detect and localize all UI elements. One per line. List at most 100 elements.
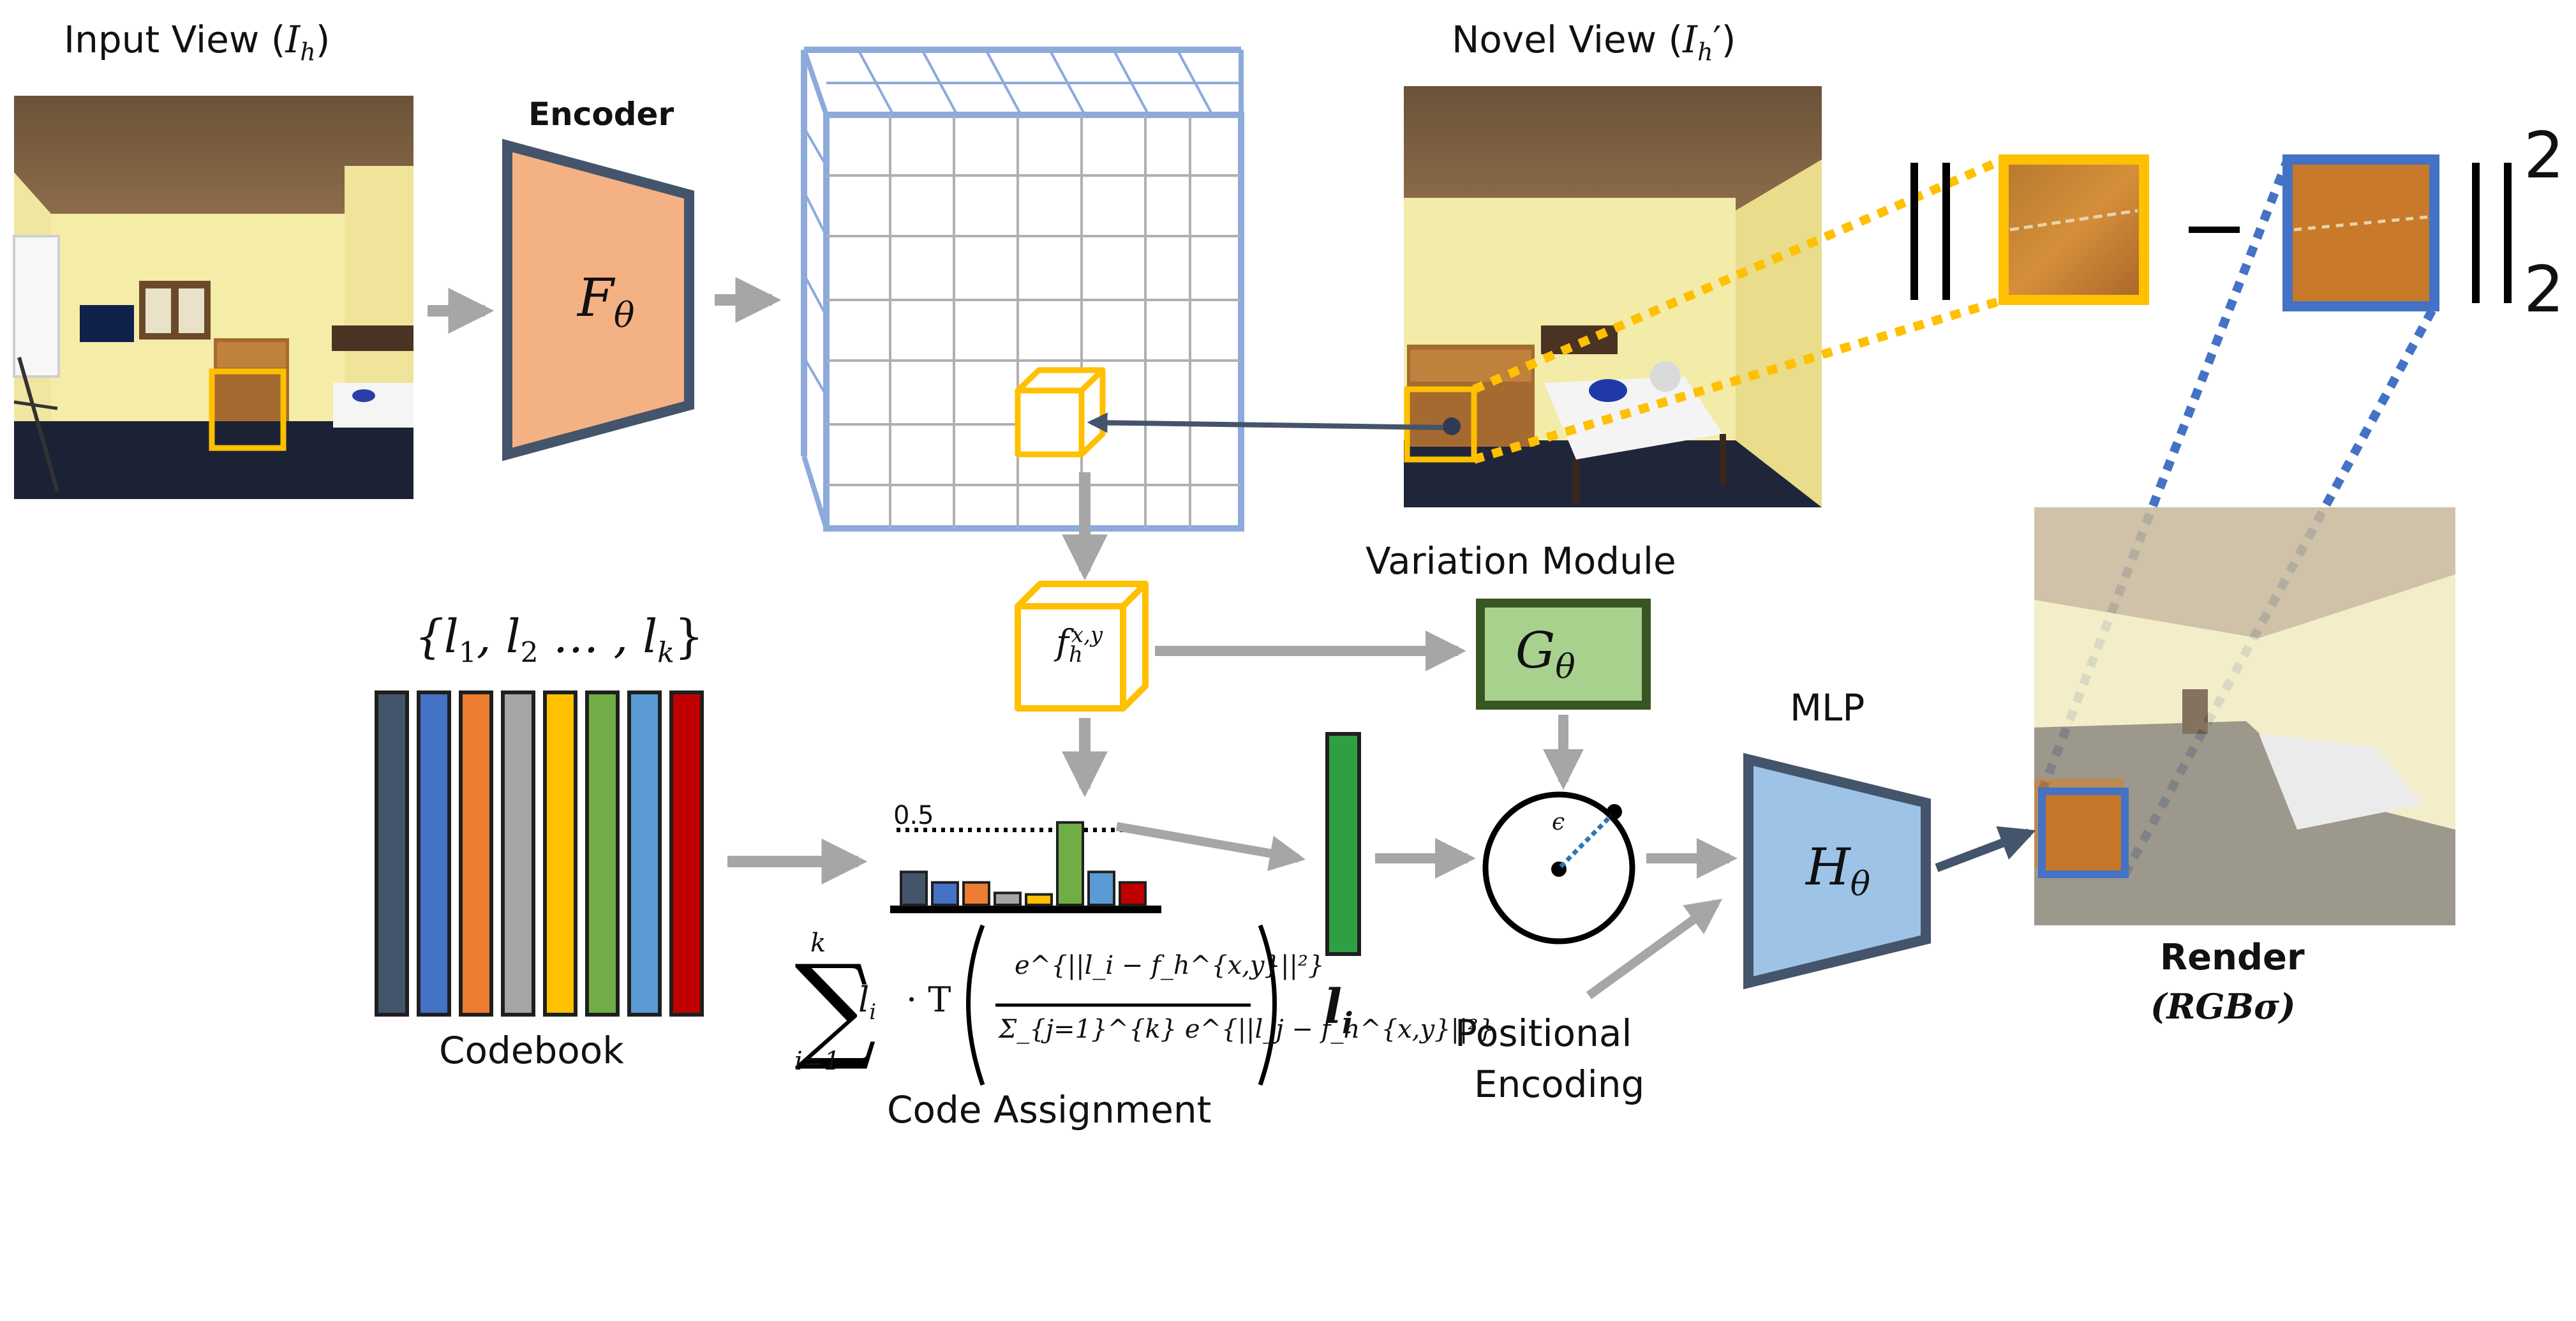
sum-upper: k bbox=[810, 929, 826, 958]
epsilon-vector bbox=[1559, 814, 1613, 869]
assignment-bar bbox=[994, 892, 1022, 906]
input-patch-box bbox=[209, 368, 287, 451]
sum-sign: ∑ bbox=[794, 941, 877, 1074]
codebook-set-sk: k bbox=[657, 636, 674, 669]
codebook-entry-bar bbox=[375, 690, 409, 1017]
input-view-title: Input View (Ih) bbox=[64, 18, 330, 66]
codebook bbox=[375, 690, 704, 1017]
ray-origin-dot bbox=[1443, 417, 1461, 435]
assignment-bar bbox=[1056, 821, 1084, 906]
codebook-set-mid2: … , l bbox=[538, 609, 658, 663]
codebook-set: {l1, l2 … , lk} bbox=[415, 609, 704, 669]
mlp-trapezoid bbox=[1743, 752, 1931, 990]
codebook-entry-bar bbox=[669, 690, 704, 1017]
encoder-symbol: Fθ bbox=[577, 268, 634, 335]
epsilon-tip-dot bbox=[1607, 804, 1622, 819]
assignment-bar bbox=[1025, 893, 1053, 907]
assignment-bar bbox=[900, 870, 928, 907]
codebook-set-close: } bbox=[674, 609, 704, 663]
encoder-symbol-letter: F bbox=[577, 268, 614, 329]
formula-li: li bbox=[858, 980, 876, 1025]
encoder-trapezoid bbox=[502, 138, 694, 461]
code-assignment-chart bbox=[890, 821, 1161, 913]
codebook-entry-bar bbox=[501, 690, 535, 1017]
formula-li-sub: i bbox=[869, 999, 877, 1025]
formula-li-letter: l bbox=[858, 980, 870, 1020]
arrow-positional-mlp bbox=[1586, 899, 1723, 999]
codebook-set-s2: 2 bbox=[520, 636, 539, 669]
codebook-entry-bar bbox=[417, 690, 451, 1017]
formula-left-paren bbox=[966, 924, 985, 1086]
novel-view-title-math: I bbox=[1683, 18, 1698, 61]
assignment-bar bbox=[1119, 881, 1147, 906]
mlp-symbol-letter: H bbox=[1806, 837, 1850, 897]
codebook-entry-bar bbox=[459, 690, 493, 1017]
arrow-mlp-render bbox=[1935, 826, 2036, 872]
epsilon-label: ϵ bbox=[1552, 809, 1565, 835]
positional-encoding-line1: Positional bbox=[1455, 1011, 1632, 1055]
variation-module-box bbox=[1476, 599, 1651, 710]
novel-patch-box bbox=[1404, 386, 1477, 463]
mlp-symbol: Hθ bbox=[1806, 837, 1870, 904]
feature-symbol-sub: h bbox=[1069, 641, 1083, 668]
novel-view-image bbox=[1404, 86, 1822, 507]
feature-symbol-letter: f bbox=[1056, 622, 1069, 662]
grid-voxel-cube bbox=[1015, 367, 1106, 458]
novel-view-title: Novel View (Ih′) bbox=[1452, 18, 1736, 66]
render-patch-box bbox=[2038, 787, 2129, 878]
gt-patch bbox=[1999, 154, 2149, 305]
feature-cube bbox=[1015, 581, 1149, 712]
code-assignment-label: Code Assignment bbox=[887, 1088, 1212, 1131]
novel-view-title-sub: h bbox=[1697, 38, 1713, 66]
codebook-set-mid1: , l bbox=[476, 609, 521, 663]
variation-symbol: Gθ bbox=[1515, 622, 1575, 687]
loss-norm-sub: 2 bbox=[2524, 252, 2565, 327]
latent-label: li bbox=[1324, 980, 1353, 1040]
codebook-entry-bar bbox=[627, 690, 662, 1017]
variation-module-label: Variation Module bbox=[1366, 539, 1676, 583]
formula-right-paren bbox=[1258, 924, 1277, 1086]
positional-encoding-line2: Encoding bbox=[1474, 1063, 1645, 1106]
codebook-set-open: {l bbox=[415, 609, 459, 663]
ray-arrow bbox=[1087, 412, 1444, 433]
novel-view-title-text: Novel View ( bbox=[1452, 18, 1683, 61]
latent-code-bar bbox=[1325, 732, 1361, 956]
variation-symbol-letter: G bbox=[1515, 622, 1556, 680]
assignment-bar bbox=[962, 881, 990, 906]
input-view-title-math: I bbox=[285, 18, 301, 61]
latent-label-sub: i bbox=[1342, 1005, 1353, 1040]
render-sub: (RGBσ) bbox=[2150, 986, 2296, 1027]
assignment-bar bbox=[931, 881, 959, 906]
input-view-title-text: Input View ( bbox=[64, 18, 286, 61]
feature-grid bbox=[801, 47, 1244, 532]
projection-line-bottom bbox=[1472, 295, 2006, 464]
formula-numerator: e^{||l_i − f_h^{x,y}||²} bbox=[1015, 951, 1325, 980]
novel-view-title-prime: ′ bbox=[1713, 18, 1722, 61]
formula-dot-t: · T bbox=[906, 980, 951, 1020]
encoder-label: Encoder bbox=[528, 96, 674, 133]
novel-view-title-close: ) bbox=[1721, 18, 1736, 61]
render-projection-line-1 bbox=[2037, 158, 2292, 793]
assignment-bar bbox=[1087, 870, 1115, 907]
formula-denominator: Σ_{j=1}^{k} e^{||l_j − f_h^{x,y}||²} bbox=[999, 1015, 1494, 1044]
input-view-image bbox=[13, 96, 413, 499]
pred-patch bbox=[2282, 154, 2439, 311]
mlp-label: MLP bbox=[1790, 686, 1865, 729]
latent-label-letter: l bbox=[1324, 980, 1343, 1034]
mlp-symbol-sub: θ bbox=[1850, 865, 1871, 904]
codebook-entry-bar bbox=[543, 690, 577, 1017]
codebook-label: Codebook bbox=[439, 1029, 624, 1072]
encoder-symbol-sub: θ bbox=[613, 295, 635, 336]
render-label: Render bbox=[2160, 937, 2305, 978]
codebook-set-s1: 1 bbox=[458, 636, 477, 669]
codebook-entry-bar bbox=[585, 690, 620, 1017]
loss-power: 2 bbox=[2524, 118, 2565, 193]
arrow-assignment-latent bbox=[1115, 822, 1306, 871]
input-view-title-sub: h bbox=[300, 38, 316, 66]
variation-symbol-sub: θ bbox=[1555, 648, 1575, 687]
sum-lower: i=1 bbox=[794, 1047, 840, 1076]
threshold-label: 0.5 bbox=[893, 801, 934, 830]
render-projection-line-2 bbox=[2120, 304, 2439, 877]
input-view-title-close: ) bbox=[315, 18, 331, 61]
feature-symbol: fhx,y bbox=[1056, 622, 1103, 668]
